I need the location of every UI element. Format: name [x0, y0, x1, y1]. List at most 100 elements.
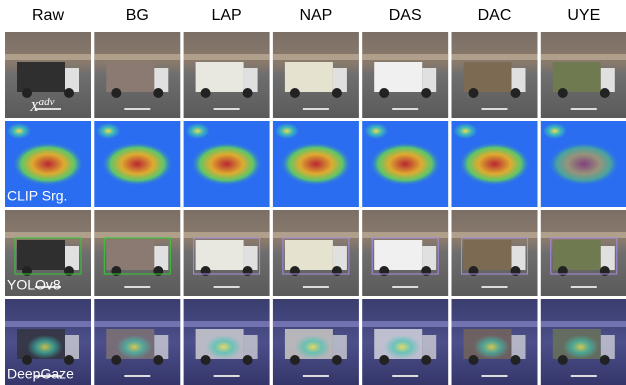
- column-header: NAP: [299, 7, 332, 24]
- truck-body: [17, 62, 65, 92]
- heatmap-blob: [101, 142, 173, 186]
- truck-body: [374, 62, 422, 92]
- column-header: BG: [126, 7, 149, 24]
- wheel: [153, 88, 163, 98]
- fence: [362, 321, 448, 327]
- row-label-main: X: [29, 100, 39, 115]
- wheel: [600, 355, 610, 365]
- wheel: [22, 355, 32, 365]
- truck-body: [374, 240, 422, 270]
- fence: [541, 232, 626, 238]
- image-cell: [362, 32, 448, 118]
- fence: [184, 232, 270, 238]
- column-header: DAC: [478, 7, 512, 24]
- saliency-spot: [474, 335, 510, 359]
- fence: [5, 232, 91, 238]
- saliency-spot: [27, 335, 63, 359]
- lane-mark: [571, 108, 597, 110]
- truck-body: [553, 62, 601, 92]
- lane-mark: [482, 286, 508, 288]
- lane-mark: [392, 108, 418, 110]
- image-cell: [273, 299, 359, 385]
- truck-body: [196, 62, 244, 92]
- row-label: YOLOv8: [7, 277, 61, 293]
- heatmap-blob: [96, 123, 120, 139]
- figure: RawBGLAPNAPDASDACUYEXadvCLIP Srg.YOLOv8D…: [0, 0, 626, 385]
- fence: [541, 54, 626, 60]
- image-cell: [452, 210, 538, 296]
- row-label: DeepGaze: [7, 366, 74, 382]
- heatmap-blob: [454, 123, 478, 139]
- image-cell: [541, 121, 626, 207]
- lane-mark: [214, 108, 240, 110]
- fence: [184, 321, 270, 327]
- image-cell: [94, 299, 180, 385]
- column-header: LAP: [211, 7, 241, 24]
- fence: [184, 54, 270, 60]
- fence: [362, 54, 448, 60]
- image-cell: [362, 121, 448, 207]
- saliency-spot: [295, 335, 331, 359]
- wheel: [332, 88, 342, 98]
- heatmap-blob: [369, 142, 441, 186]
- lane-mark: [303, 108, 329, 110]
- image-cell: [273, 121, 359, 207]
- wheel: [558, 88, 568, 98]
- fence: [452, 54, 538, 60]
- fence: [541, 321, 626, 327]
- fence: [94, 54, 180, 60]
- wheel: [469, 355, 479, 365]
- lane-mark: [303, 286, 329, 288]
- image-cell: [184, 121, 270, 207]
- wheel: [22, 88, 32, 98]
- image-cell: [184, 299, 270, 385]
- image-cell: [541, 32, 626, 118]
- truck-body: [285, 240, 333, 270]
- lane-mark: [482, 108, 508, 110]
- wheel: [201, 88, 211, 98]
- heatmap-blob: [186, 123, 210, 139]
- image-cell: [184, 32, 270, 118]
- saliency-spot: [563, 335, 599, 359]
- fence: [452, 321, 538, 327]
- fence: [362, 232, 448, 238]
- column-header: UYE: [567, 7, 600, 24]
- image-cell: [94, 32, 180, 118]
- lane-mark: [214, 286, 240, 288]
- image-cell: [273, 32, 359, 118]
- lane-mark: [392, 375, 418, 377]
- heatmap-blob: [548, 142, 620, 186]
- heatmap-blob: [12, 142, 84, 186]
- lane-mark: [571, 286, 597, 288]
- heatmap-blob: [459, 142, 531, 186]
- truck-body: [464, 240, 512, 270]
- heatmap-blob: [275, 123, 299, 139]
- fence: [452, 232, 538, 238]
- fence: [94, 321, 180, 327]
- heatmap-blob: [364, 123, 388, 139]
- lane-mark: [124, 375, 150, 377]
- lane-mark: [571, 375, 597, 377]
- lane-mark: [482, 375, 508, 377]
- image-cell: [273, 210, 359, 296]
- truck-body: [464, 62, 512, 92]
- wheel: [511, 88, 521, 98]
- wheel: [379, 355, 389, 365]
- fence: [273, 54, 359, 60]
- heatmap-blob: [543, 123, 567, 139]
- wheel: [243, 355, 253, 365]
- wheel: [421, 355, 431, 365]
- wheel: [469, 88, 479, 98]
- wheel: [111, 355, 121, 365]
- image-cell: [541, 299, 626, 385]
- heatmap-blob: [191, 142, 263, 186]
- wheel: [201, 355, 211, 365]
- row-label: CLIP Srg.: [7, 188, 67, 204]
- lane-mark: [303, 375, 329, 377]
- truck-body: [17, 240, 65, 270]
- fence: [5, 321, 91, 327]
- saliency-spot: [206, 335, 242, 359]
- image-cell: [452, 32, 538, 118]
- wheel: [379, 88, 389, 98]
- wheel: [332, 355, 342, 365]
